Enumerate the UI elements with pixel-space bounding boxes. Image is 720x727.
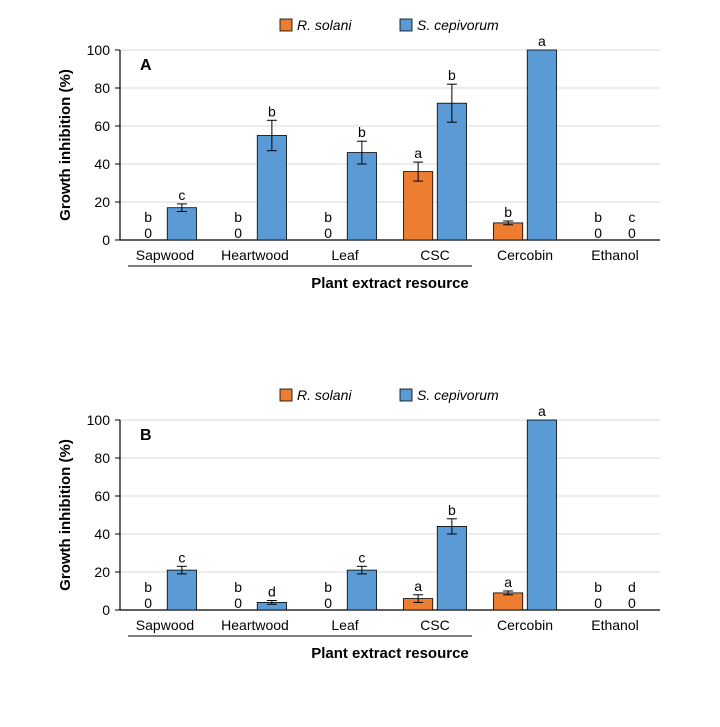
zero-marker: 0 [594,595,602,611]
svg-text:0: 0 [102,232,110,248]
svg-text:0: 0 [102,602,110,618]
sig-letter: a [414,145,422,161]
bar [527,420,556,610]
svg-text:60: 60 [94,488,110,504]
svg-text:S. cepivorum: S. cepivorum [417,17,499,33]
sig-letter: b [268,103,276,119]
sig-letter: c [178,187,185,203]
panel-B: 0 20 40 60 80 100 Growth inhibition (%) B R. sol… [40,380,680,685]
svg-text:60: 60 [94,118,110,134]
zero-marker: 0 [628,595,636,611]
bar [437,526,466,610]
bar [527,50,556,240]
x-axis-label: Plant extract resource [311,645,469,662]
sig-letter: a [538,403,546,419]
panel-letter: A [140,57,152,74]
zero-marker: 0 [144,595,152,611]
zero-marker: 0 [628,225,636,241]
y-axis-label: Growth inhibition (%) [57,439,74,591]
sig-letter: d [268,584,276,600]
x-tick-label: CSC [420,247,450,263]
sig-letter: a [504,574,512,590]
bar [494,593,523,610]
legend: R. solani S. cepivorum [280,387,499,403]
x-tick-label: Cercobin [497,247,553,263]
zero-marker: 0 [144,225,152,241]
bar [167,570,196,610]
sig-letter: b [594,579,602,595]
svg-text:R. solani: R. solani [297,17,352,33]
legend: R. solani S. cepivorum [280,17,499,33]
sig-letter: b [358,124,366,140]
sig-letter: b [234,579,242,595]
zero-marker: 0 [324,225,332,241]
svg-text:80: 80 [94,80,110,96]
svg-text:40: 40 [94,526,110,542]
x-tick-label: Leaf [331,247,358,263]
svg-text:20: 20 [94,194,110,210]
x-tick-label: Sapwood [136,247,194,263]
x-tick-label: Cercobin [497,617,553,633]
svg-text:R. solani: R. solani [297,387,352,403]
sig-letter: b [144,579,152,595]
sig-letter: b [324,579,332,595]
svg-text:100: 100 [87,42,111,58]
svg-text:40: 40 [94,156,110,172]
bar [347,153,376,240]
sig-letter: b [448,67,456,83]
svg-text:S. cepivorum: S. cepivorum [417,387,499,403]
bar [437,103,466,240]
sig-letter: b [234,209,242,225]
zero-marker: 0 [234,225,242,241]
sig-letter: b [594,209,602,225]
sig-letter: d [628,579,636,595]
svg-text:100: 100 [87,412,111,428]
bar [167,208,196,240]
panel-letter: B [140,427,152,444]
x-tick-label: Sapwood [136,617,194,633]
sig-letter: c [178,549,185,565]
sig-letter: b [504,204,512,220]
zero-marker: 0 [594,225,602,241]
panel-A: 0 20 40 60 80 100 Growth inhibition (%) A R. sol… [40,10,680,315]
zero-marker: 0 [234,595,242,611]
sig-letter: a [414,578,422,594]
x-tick-label: Ethanol [591,247,638,263]
x-tick-label: Heartwood [221,247,289,263]
sig-letter: b [324,209,332,225]
x-tick-label: Leaf [331,617,358,633]
sig-letter: c [628,209,635,225]
bar [404,172,433,240]
sig-letter: b [448,502,456,518]
svg-text:20: 20 [94,564,110,580]
sig-letter: c [358,549,365,565]
zero-marker: 0 [324,595,332,611]
x-axis-label: Plant extract resource [311,275,469,292]
y-axis-label: Growth inhibition (%) [57,69,74,221]
sig-letter: b [144,209,152,225]
x-tick-label: Heartwood [221,617,289,633]
svg-text:80: 80 [94,450,110,466]
chart-A: 0 20 40 60 80 100 Growth inhibition (%) A R. sol… [40,10,680,310]
bar [347,570,376,610]
sig-letter: a [538,33,546,49]
bar [494,223,523,240]
chart-B: 0 20 40 60 80 100 Growth inhibition (%) B R. sol… [40,380,680,680]
x-tick-label: Ethanol [591,617,638,633]
x-tick-label: CSC [420,617,450,633]
